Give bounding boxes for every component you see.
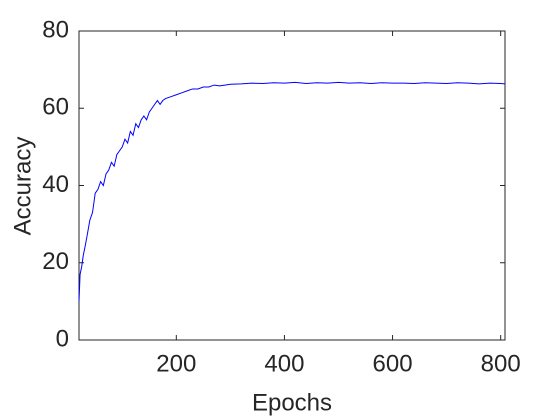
y-tick-label: 20 xyxy=(42,248,69,275)
x-tick-label: 800 xyxy=(481,350,521,377)
y-axis-label: Accuracy xyxy=(9,137,36,236)
x-axis-label: Epochs xyxy=(252,389,332,416)
y-tick-label: 60 xyxy=(42,94,69,121)
x-tick-label: 200 xyxy=(156,350,196,377)
x-tick-label: 400 xyxy=(264,350,304,377)
x-tick-label: 600 xyxy=(373,350,413,377)
data-line xyxy=(78,81,506,302)
y-tick-label: 0 xyxy=(56,325,69,352)
y-tick-label: 80 xyxy=(42,16,69,43)
plot-frame xyxy=(78,30,506,341)
y-tick-label: 40 xyxy=(42,171,69,198)
